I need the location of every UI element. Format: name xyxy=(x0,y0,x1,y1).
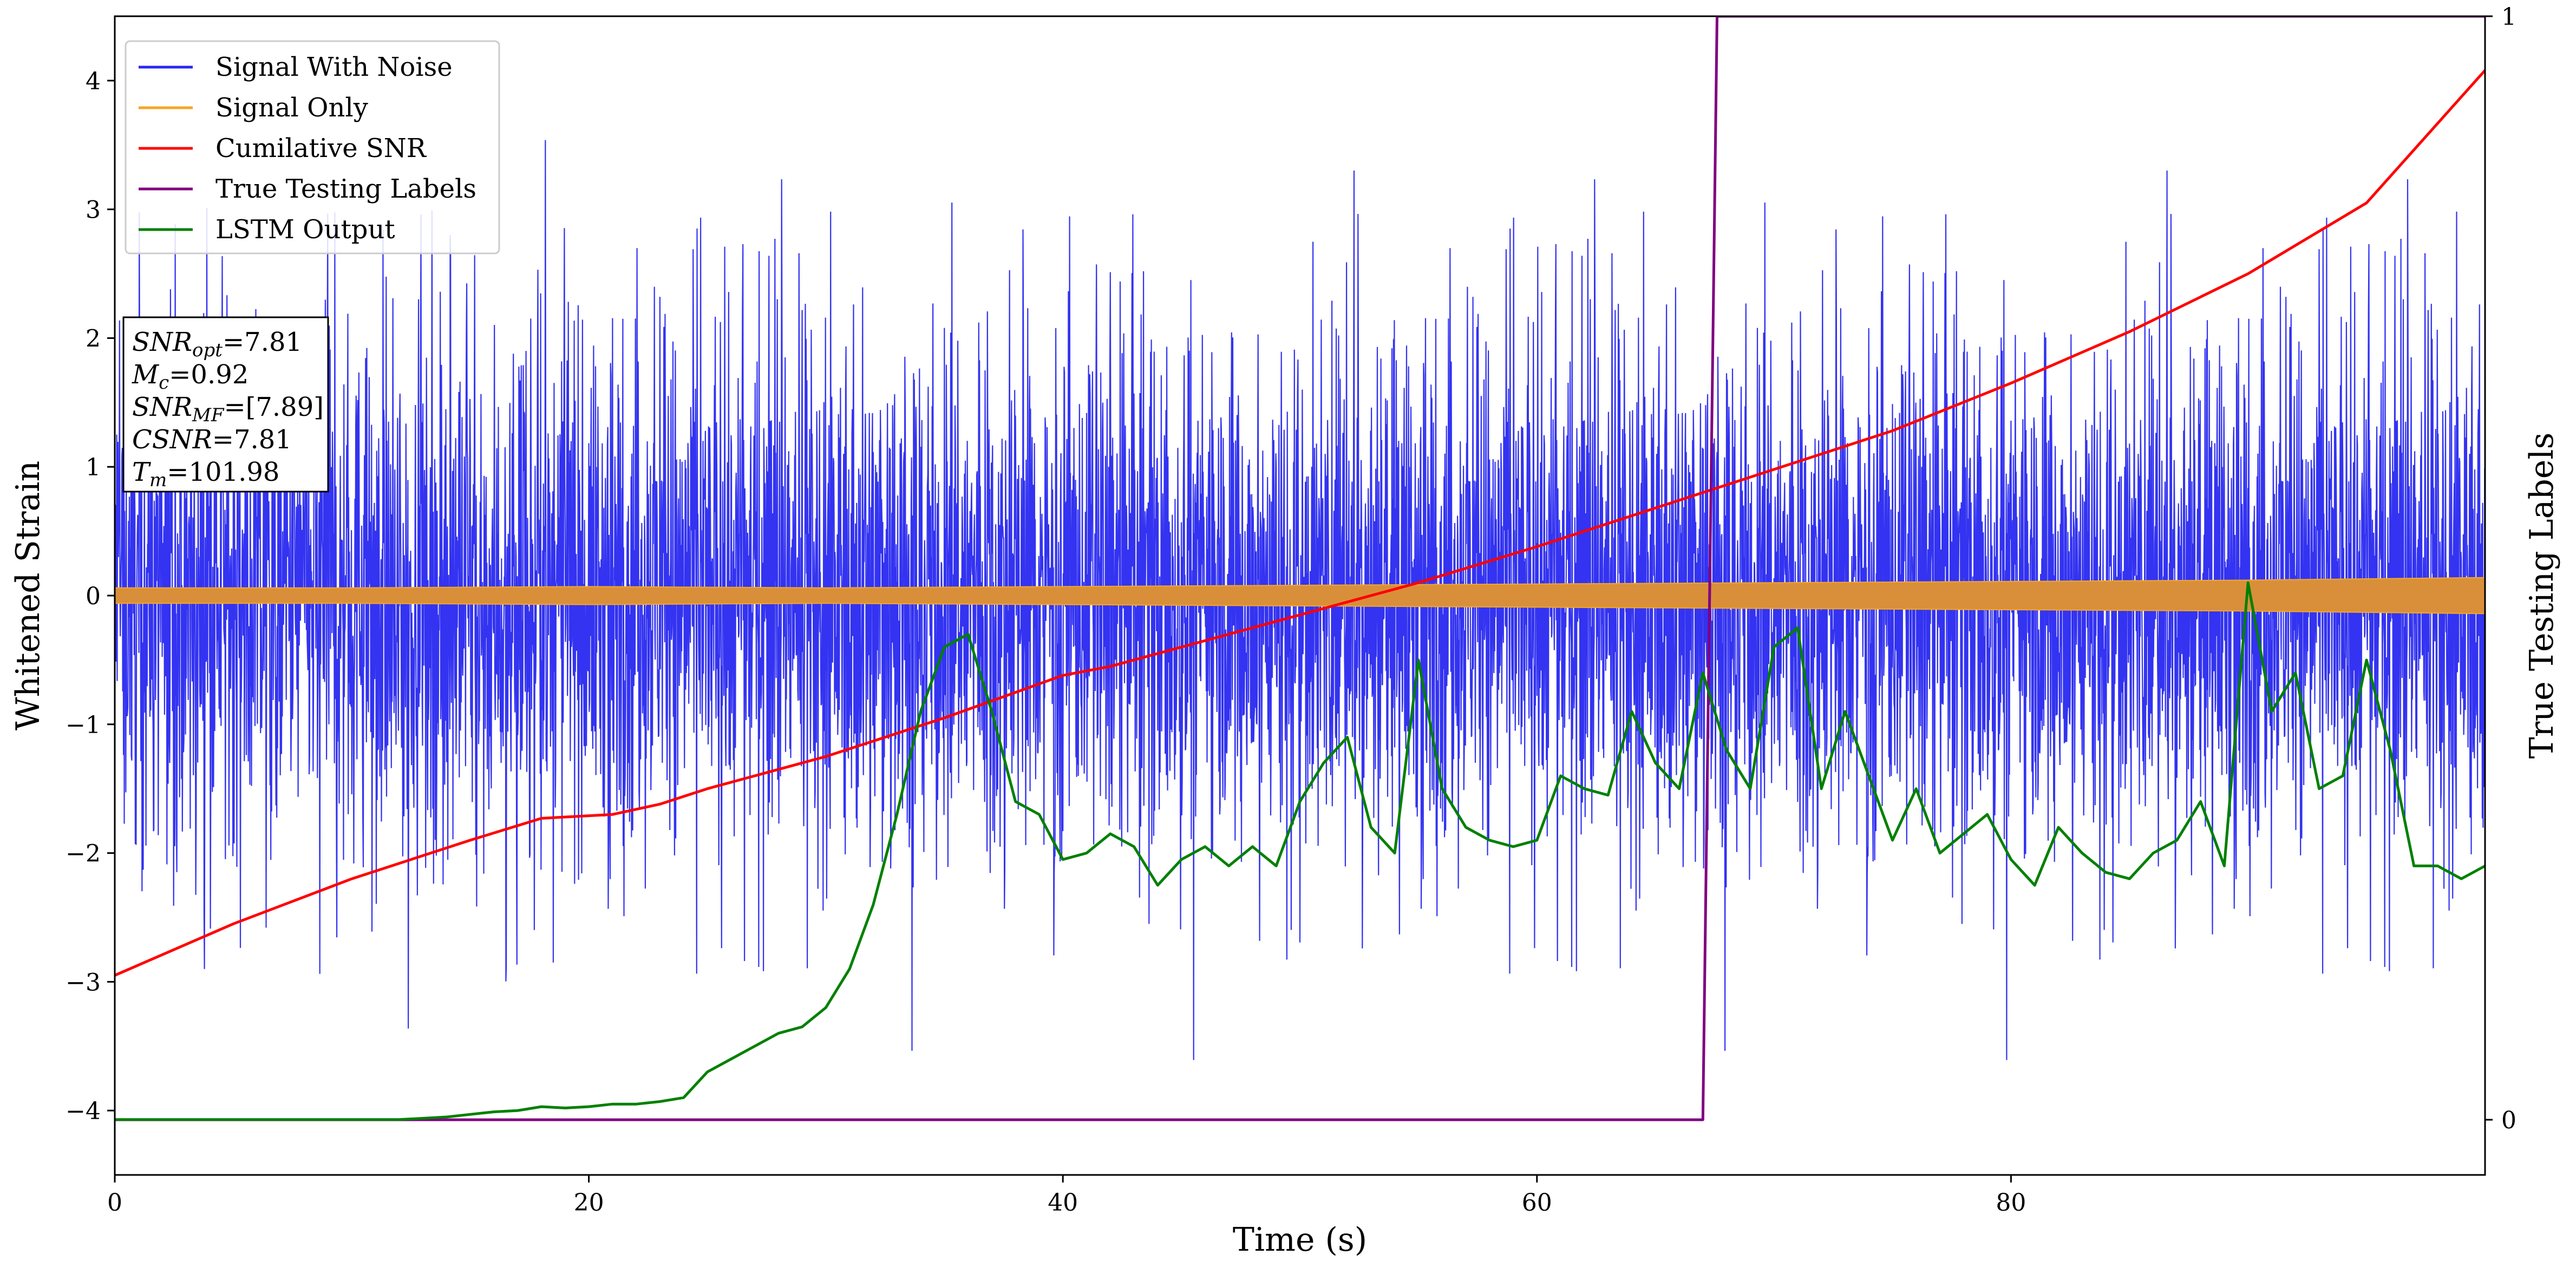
y-tick-label: −3 xyxy=(66,969,101,996)
annotation-line: SNRMF=[7.89] xyxy=(132,392,324,426)
annotation-line: SNRopt=7.81 xyxy=(132,327,302,361)
y-tick-label: −2 xyxy=(66,840,101,868)
cumilative-snr-line xyxy=(115,69,2485,977)
legend: Signal With Noise Signal Only Cumilative S… xyxy=(125,40,500,254)
lstm-output-line xyxy=(115,581,2485,1121)
parameter-annotation: SNRopt=7.81Mc=0.92SNRMF=[7.89]CSNR=7.81T… xyxy=(122,316,329,493)
y-axis-label: Whitened Strain xyxy=(9,461,47,730)
signal-only-band xyxy=(115,577,2485,615)
x-tick-label: 80 xyxy=(1996,1189,2026,1217)
x-axis-label: Time (s) xyxy=(1233,1221,1367,1259)
annotation-line: CSNR=7.81 xyxy=(132,424,292,455)
series-layer xyxy=(115,16,2485,1121)
x-tick-label: 40 xyxy=(1048,1189,1078,1217)
y-tick-label: 2 xyxy=(86,325,101,352)
y-tick-label: 1 xyxy=(86,454,101,481)
legend-label: Cumilative SNR xyxy=(215,133,427,164)
true-testing-labels-line xyxy=(115,16,2485,1121)
y-tick-label: 4 xyxy=(86,68,101,95)
signal-with-noise-line xyxy=(115,140,2485,1060)
y2-tick-label: 1 xyxy=(2501,3,2516,31)
x-tick-label: 0 xyxy=(107,1189,122,1217)
annotation-frame xyxy=(122,316,329,493)
legend-label: LSTM Output xyxy=(215,214,395,245)
y-tick-label: −4 xyxy=(66,1097,101,1125)
legend-label: Signal With Noise xyxy=(215,52,453,82)
x-tick-label: 20 xyxy=(574,1189,604,1217)
legend-frame xyxy=(125,40,500,254)
y2-axis-label: True Testing Labels xyxy=(2523,433,2561,759)
legend-label: Signal Only xyxy=(215,93,368,123)
x-tick-label: 60 xyxy=(1522,1189,1552,1217)
y-tick-label: 3 xyxy=(86,197,101,224)
legend-label: True Testing Labels xyxy=(215,174,476,204)
y2-tick-label: 0 xyxy=(2501,1107,2516,1134)
annotation-line: Tm=101.98 xyxy=(132,457,279,491)
y-tick-label: −1 xyxy=(66,711,101,739)
y-tick-label: 0 xyxy=(86,583,101,610)
annotation-line: Mc=0.92 xyxy=(132,360,249,394)
